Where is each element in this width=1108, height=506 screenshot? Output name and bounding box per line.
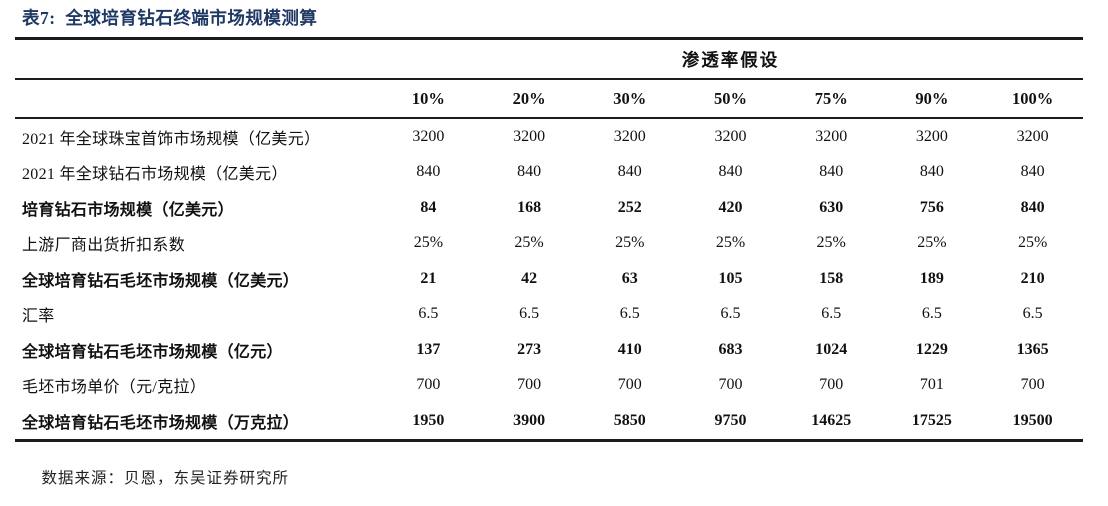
value-cell: 840	[819, 163, 844, 181]
value-cell: 3900	[513, 411, 546, 429]
value-cell: 700	[517, 376, 542, 394]
value-cell: 252	[617, 198, 642, 216]
row-label: 2021 年全球钻石市场规模（亿美元）	[22, 166, 288, 184]
value-cell: 17525	[911, 411, 952, 429]
row-label: 毛坯市场单价（元/克拉）	[22, 379, 207, 397]
value-cell: 6.5	[418, 305, 439, 323]
value-cell: 3200	[412, 127, 445, 145]
table-body: 2021 年全球珠宝首饰市场规模（亿美元） 3200 3200 3200 3200 320…	[15, 119, 1083, 439]
value-cell: 3200	[1016, 127, 1049, 145]
row-label: 汇率	[22, 308, 55, 326]
value-cell: 6.5	[720, 305, 741, 323]
col-header-50pct: 50%	[713, 88, 747, 108]
table-row: 汇率 6.5 6.5 6.5 6.5 6.5 6.5 6.5	[15, 297, 1083, 333]
value-cell: 6.5	[519, 305, 540, 323]
value-cell: 42	[521, 269, 538, 287]
table-row: 全球培育钻石毛坯市场规模（亿元） 137 273 410 683 1024 1229 1365	[15, 332, 1083, 368]
value-cell: 630	[819, 198, 844, 216]
row-label: 全球培育钻石毛坯市场规模（万克拉）	[22, 414, 300, 432]
value-cell: 683	[718, 340, 743, 358]
table-title: 表7: 全球培育钻石终端市场规模测算	[22, 8, 318, 28]
value-cell: 700	[718, 376, 743, 394]
table-row: 培育钻石市场规模（亿美元） 84 168 252 420 630 756 840	[15, 190, 1083, 226]
value-cell: 168	[517, 198, 542, 216]
table-row: 毛坯市场单价（元/克拉） 700 700 700 700 700 701 700	[15, 368, 1083, 404]
value-cell: 21	[420, 269, 437, 287]
value-cell: 25%	[413, 234, 444, 252]
value-cell: 1024	[815, 340, 848, 358]
value-cell: 3200	[513, 127, 546, 145]
value-cell: 25%	[1017, 234, 1048, 252]
value-cell: 840	[1020, 163, 1045, 181]
value-cell: 189	[919, 269, 944, 287]
value-cell: 3200	[613, 127, 646, 145]
value-cell: 9750	[714, 411, 747, 429]
value-cell: 158	[819, 269, 844, 287]
column-header-row: 10% 20% 30% 50% 75% 90% 100%	[15, 80, 1083, 119]
col-header-20pct: 20%	[512, 88, 546, 108]
value-cell: 700	[617, 376, 642, 394]
value-cell: 1229	[915, 340, 948, 358]
value-cell: 700	[416, 376, 441, 394]
value-cell: 63	[621, 269, 638, 287]
value-cell: 273	[517, 340, 542, 358]
row-label: 上游厂商出货折扣系数	[22, 237, 186, 255]
data-source: 数据来源：贝恩，东吴证券研究所	[22, 448, 289, 506]
value-cell: 3200	[714, 127, 747, 145]
value-cell: 840	[718, 163, 743, 181]
value-cell: 25%	[615, 234, 645, 252]
value-cell: 840	[517, 163, 542, 181]
value-cell: 1950	[412, 411, 445, 429]
table-row: 2021 年全球珠宝首饰市场规模（亿美元） 3200 3200 3200 3200 320…	[15, 119, 1083, 155]
value-cell: 6.5	[619, 305, 640, 323]
value-cell: 5850	[613, 411, 646, 429]
col-header-90pct: 90%	[915, 88, 949, 108]
value-cell: 700	[819, 376, 844, 394]
group-header-row: 渗透率假设	[15, 40, 1083, 80]
value-cell: 701	[919, 376, 944, 394]
value-cell: 840	[617, 163, 642, 181]
market-size-table: 渗透率假设 10% 20% 30% 50% 75% 90% 100% 2021 年全球珠宝首…	[15, 37, 1083, 442]
value-cell: 25%	[715, 234, 746, 252]
value-cell: 840	[919, 163, 944, 181]
col-header-10pct: 10%	[411, 88, 445, 108]
table-row: 2021 年全球钻石市场规模（亿美元） 840 840 840 840 840 840 840	[15, 155, 1083, 191]
row-label: 2021 年全球珠宝首饰市场规模（亿美元）	[22, 130, 321, 148]
value-cell: 19500	[1012, 411, 1053, 429]
value-cell: 6.5	[1022, 305, 1043, 323]
value-cell: 137	[416, 340, 441, 358]
penetration-rate-group-header: 渗透率假设	[681, 49, 780, 70]
value-cell: 756	[919, 198, 944, 216]
value-cell: 6.5	[921, 305, 942, 323]
data-source-label: 数据来源：	[41, 470, 125, 487]
row-label: 全球培育钻石毛坯市场规模（亿美元）	[22, 272, 300, 290]
value-cell: 84	[420, 198, 437, 216]
value-cell: 420	[718, 198, 743, 216]
value-cell: 14625	[811, 411, 852, 429]
value-cell: 6.5	[821, 305, 842, 323]
col-header-75pct: 75%	[814, 88, 848, 108]
value-cell: 1365	[1016, 340, 1049, 358]
value-cell: 840	[416, 163, 441, 181]
row-label: 培育钻石市场规模（亿美元）	[22, 201, 234, 219]
value-cell: 105	[718, 269, 743, 287]
data-source-text: 贝恩，东吴证券研究所	[124, 470, 290, 487]
value-cell: 3200	[815, 127, 848, 145]
value-cell: 700	[1020, 376, 1045, 394]
report-table-page: 表7: 全球培育钻石终端市场规模测算 渗透率假设 10% 20% 30% 50% 75%…	[15, 8, 1083, 487]
col-header-30pct: 30%	[613, 88, 647, 108]
value-cell: 840	[1020, 198, 1045, 216]
value-cell: 25%	[816, 234, 846, 252]
row-label: 全球培育钻石毛坯市场规模（亿元）	[22, 343, 283, 361]
value-cell: 25%	[514, 234, 544, 252]
value-cell: 3200	[915, 127, 948, 145]
table-row: 上游厂商出货折扣系数 25% 25% 25% 25% 25% 25% 25%	[15, 226, 1083, 262]
value-cell: 210	[1020, 269, 1045, 287]
value-cell: 25%	[917, 234, 947, 252]
table-row: 全球培育钻石毛坯市场规模（亿美元） 21 42 63 105 158 189 210	[15, 261, 1083, 297]
col-header-100pct: 100%	[1012, 88, 1054, 108]
table-row: 全球培育钻石毛坯市场规模（万克拉） 1950 3900 5850 9750 14625 17…	[15, 403, 1083, 439]
value-cell: 410	[617, 340, 642, 358]
